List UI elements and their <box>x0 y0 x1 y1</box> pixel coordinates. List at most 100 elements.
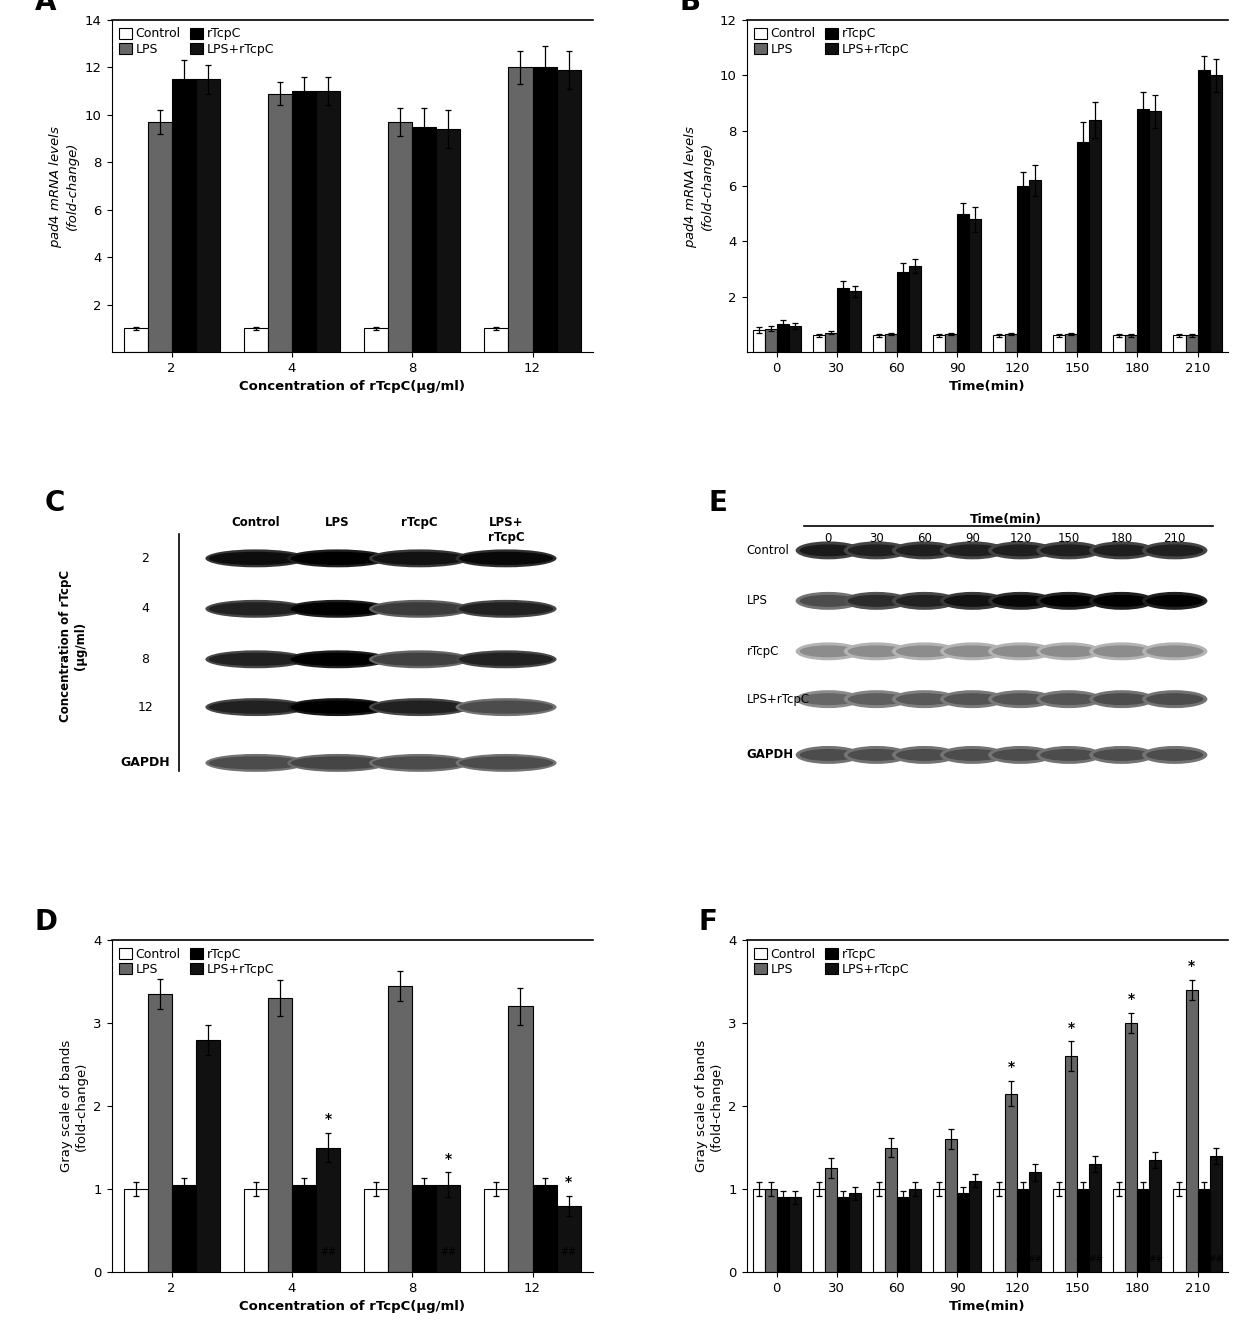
Ellipse shape <box>897 749 954 761</box>
Bar <box>291 91 316 352</box>
Bar <box>1017 186 1029 352</box>
Text: LPS+rTcpC: LPS+rTcpC <box>746 693 810 706</box>
Bar <box>196 1039 219 1272</box>
Ellipse shape <box>206 754 306 771</box>
Bar <box>196 80 219 352</box>
Bar <box>849 292 861 352</box>
Bar <box>1149 1160 1162 1272</box>
Bar <box>244 328 268 352</box>
Bar <box>1065 1056 1078 1272</box>
Text: LPS: LPS <box>746 594 768 607</box>
Bar <box>1137 1189 1149 1272</box>
Ellipse shape <box>206 549 306 567</box>
Ellipse shape <box>290 653 384 666</box>
Bar <box>1114 1189 1126 1272</box>
Bar <box>1209 1156 1221 1272</box>
Bar <box>849 1193 861 1272</box>
Bar <box>776 1197 789 1272</box>
Bar <box>885 1148 897 1272</box>
Text: *: * <box>1188 959 1195 974</box>
Ellipse shape <box>290 551 384 565</box>
Bar <box>897 272 909 352</box>
Ellipse shape <box>1089 591 1154 610</box>
Bar <box>316 1148 340 1272</box>
Ellipse shape <box>1089 642 1154 661</box>
Bar <box>897 1197 909 1272</box>
Ellipse shape <box>992 749 1049 761</box>
Ellipse shape <box>848 693 905 705</box>
Ellipse shape <box>892 541 957 559</box>
Bar <box>1185 336 1198 352</box>
Ellipse shape <box>796 746 861 763</box>
Bar <box>873 1189 885 1272</box>
Ellipse shape <box>206 650 306 669</box>
Text: Concentration of rTcpC
(μg/ml): Concentration of rTcpC (μg/ml) <box>60 570 87 722</box>
Legend: Control, LPS, rTcpC, LPS+rTcpC: Control, LPS, rTcpC, LPS+rTcpC <box>118 27 275 57</box>
Bar <box>1126 336 1137 352</box>
Ellipse shape <box>843 541 909 559</box>
Ellipse shape <box>459 701 553 714</box>
Bar <box>837 289 849 352</box>
Bar <box>557 69 580 352</box>
Bar <box>825 333 837 352</box>
Ellipse shape <box>1094 646 1151 657</box>
Ellipse shape <box>1146 646 1203 657</box>
Text: *: * <box>1068 1020 1075 1035</box>
Bar <box>1053 336 1065 352</box>
Ellipse shape <box>940 746 1006 763</box>
Text: Control: Control <box>746 543 790 557</box>
Bar <box>1114 336 1126 352</box>
Ellipse shape <box>897 646 954 657</box>
Bar <box>909 266 921 352</box>
Ellipse shape <box>892 642 957 661</box>
Text: LPS+
rTcpC: LPS+ rTcpC <box>487 515 525 543</box>
Bar <box>388 123 412 352</box>
Ellipse shape <box>843 642 909 661</box>
Bar <box>1173 1189 1185 1272</box>
Text: ##: ## <box>537 1247 553 1257</box>
Bar <box>753 1189 765 1272</box>
Ellipse shape <box>940 541 1006 559</box>
Legend: Control, LPS, rTcpC, LPS+rTcpC: Control, LPS, rTcpC, LPS+rTcpC <box>753 946 910 978</box>
Ellipse shape <box>796 541 861 559</box>
Ellipse shape <box>1142 591 1208 610</box>
X-axis label: Time(min): Time(min) <box>949 1300 1025 1313</box>
Ellipse shape <box>843 591 909 610</box>
Text: Time(min): Time(min) <box>971 513 1043 526</box>
Bar <box>365 1189 388 1272</box>
Ellipse shape <box>288 698 388 717</box>
Ellipse shape <box>290 701 384 714</box>
Ellipse shape <box>843 690 909 709</box>
Text: rTcpC: rTcpC <box>402 515 438 529</box>
Bar <box>436 129 460 352</box>
Bar <box>508 1007 532 1272</box>
Text: ##: ## <box>1197 1255 1211 1264</box>
Ellipse shape <box>455 549 557 567</box>
Ellipse shape <box>1089 541 1154 559</box>
Text: E: E <box>708 489 727 517</box>
Text: 4: 4 <box>141 602 149 615</box>
Bar <box>932 336 945 352</box>
Ellipse shape <box>848 646 905 657</box>
Bar <box>1185 990 1198 1272</box>
Bar <box>1078 1189 1089 1272</box>
Ellipse shape <box>944 693 1001 705</box>
Bar <box>957 1193 968 1272</box>
Ellipse shape <box>455 698 557 717</box>
Ellipse shape <box>892 690 957 709</box>
Text: ##: ## <box>1087 1255 1102 1264</box>
Ellipse shape <box>800 693 857 705</box>
Bar <box>365 328 388 352</box>
Y-axis label: Gray scale of bands
(fold-change): Gray scale of bands (fold-change) <box>60 1040 88 1172</box>
Text: D: D <box>35 908 57 936</box>
Bar <box>837 1197 849 1272</box>
Ellipse shape <box>455 754 557 771</box>
Text: ##: ## <box>296 1247 312 1257</box>
Bar <box>532 68 557 352</box>
Bar <box>909 1189 921 1272</box>
Text: 150: 150 <box>1058 531 1080 545</box>
Bar <box>1198 69 1209 352</box>
Text: ##: ## <box>1148 1255 1163 1264</box>
Bar <box>1089 120 1101 352</box>
Ellipse shape <box>1142 642 1208 661</box>
